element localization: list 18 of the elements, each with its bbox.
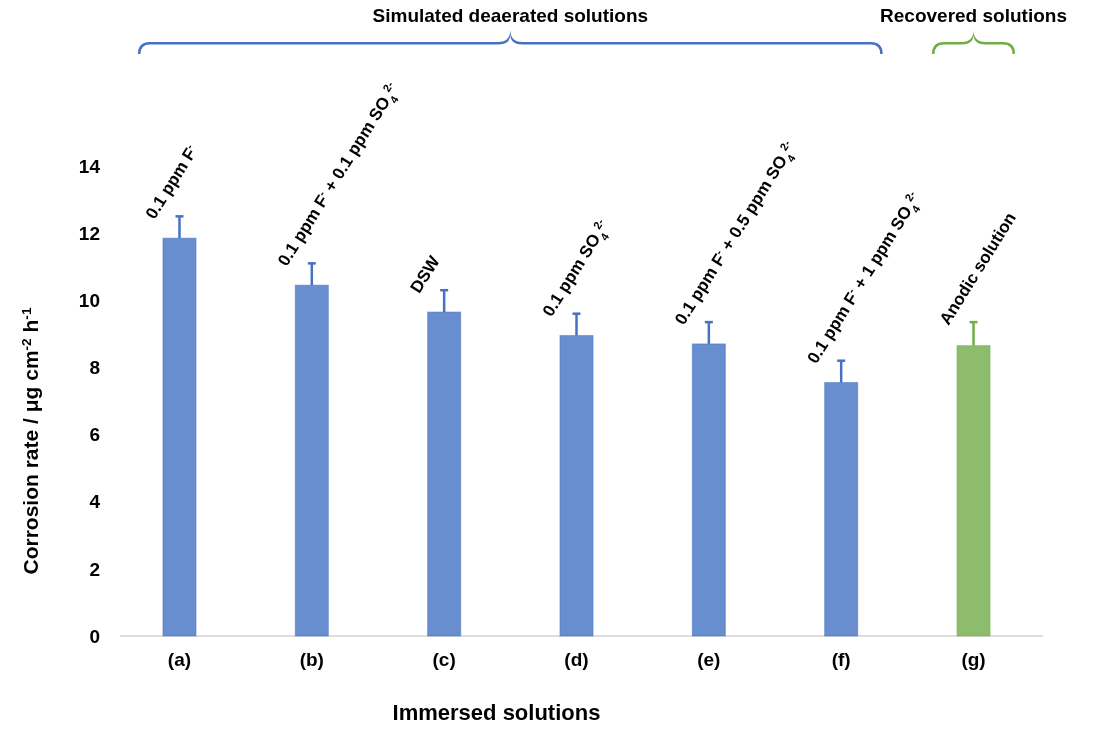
- x-tick-label: (a): [167, 649, 192, 670]
- text: Simulated deaerated solutions: [372, 5, 649, 26]
- y-tick-label: 10: [78, 289, 100, 311]
- x-tick-label: (e): [697, 649, 721, 670]
- text: Recovered solutions: [880, 5, 1067, 26]
- x-tick-label: (d): [564, 649, 589, 670]
- x-tick-label: (g): [961, 649, 986, 670]
- x-tick-label: (f): [831, 649, 851, 670]
- y-tick-label: 8: [89, 357, 100, 379]
- x-tick-label: (c): [432, 649, 456, 670]
- y-tick-label: 2: [89, 558, 100, 580]
- y-tick-label: 0: [89, 625, 100, 647]
- y-tick-label: 12: [78, 222, 100, 244]
- y-tick-label: 14: [78, 155, 101, 177]
- x-axis-title: Immersed solutions: [392, 700, 601, 725]
- y-tick-label: 4: [89, 491, 101, 513]
- x-tick-label: (b): [299, 649, 324, 670]
- y-tick-label: 6: [89, 424, 100, 446]
